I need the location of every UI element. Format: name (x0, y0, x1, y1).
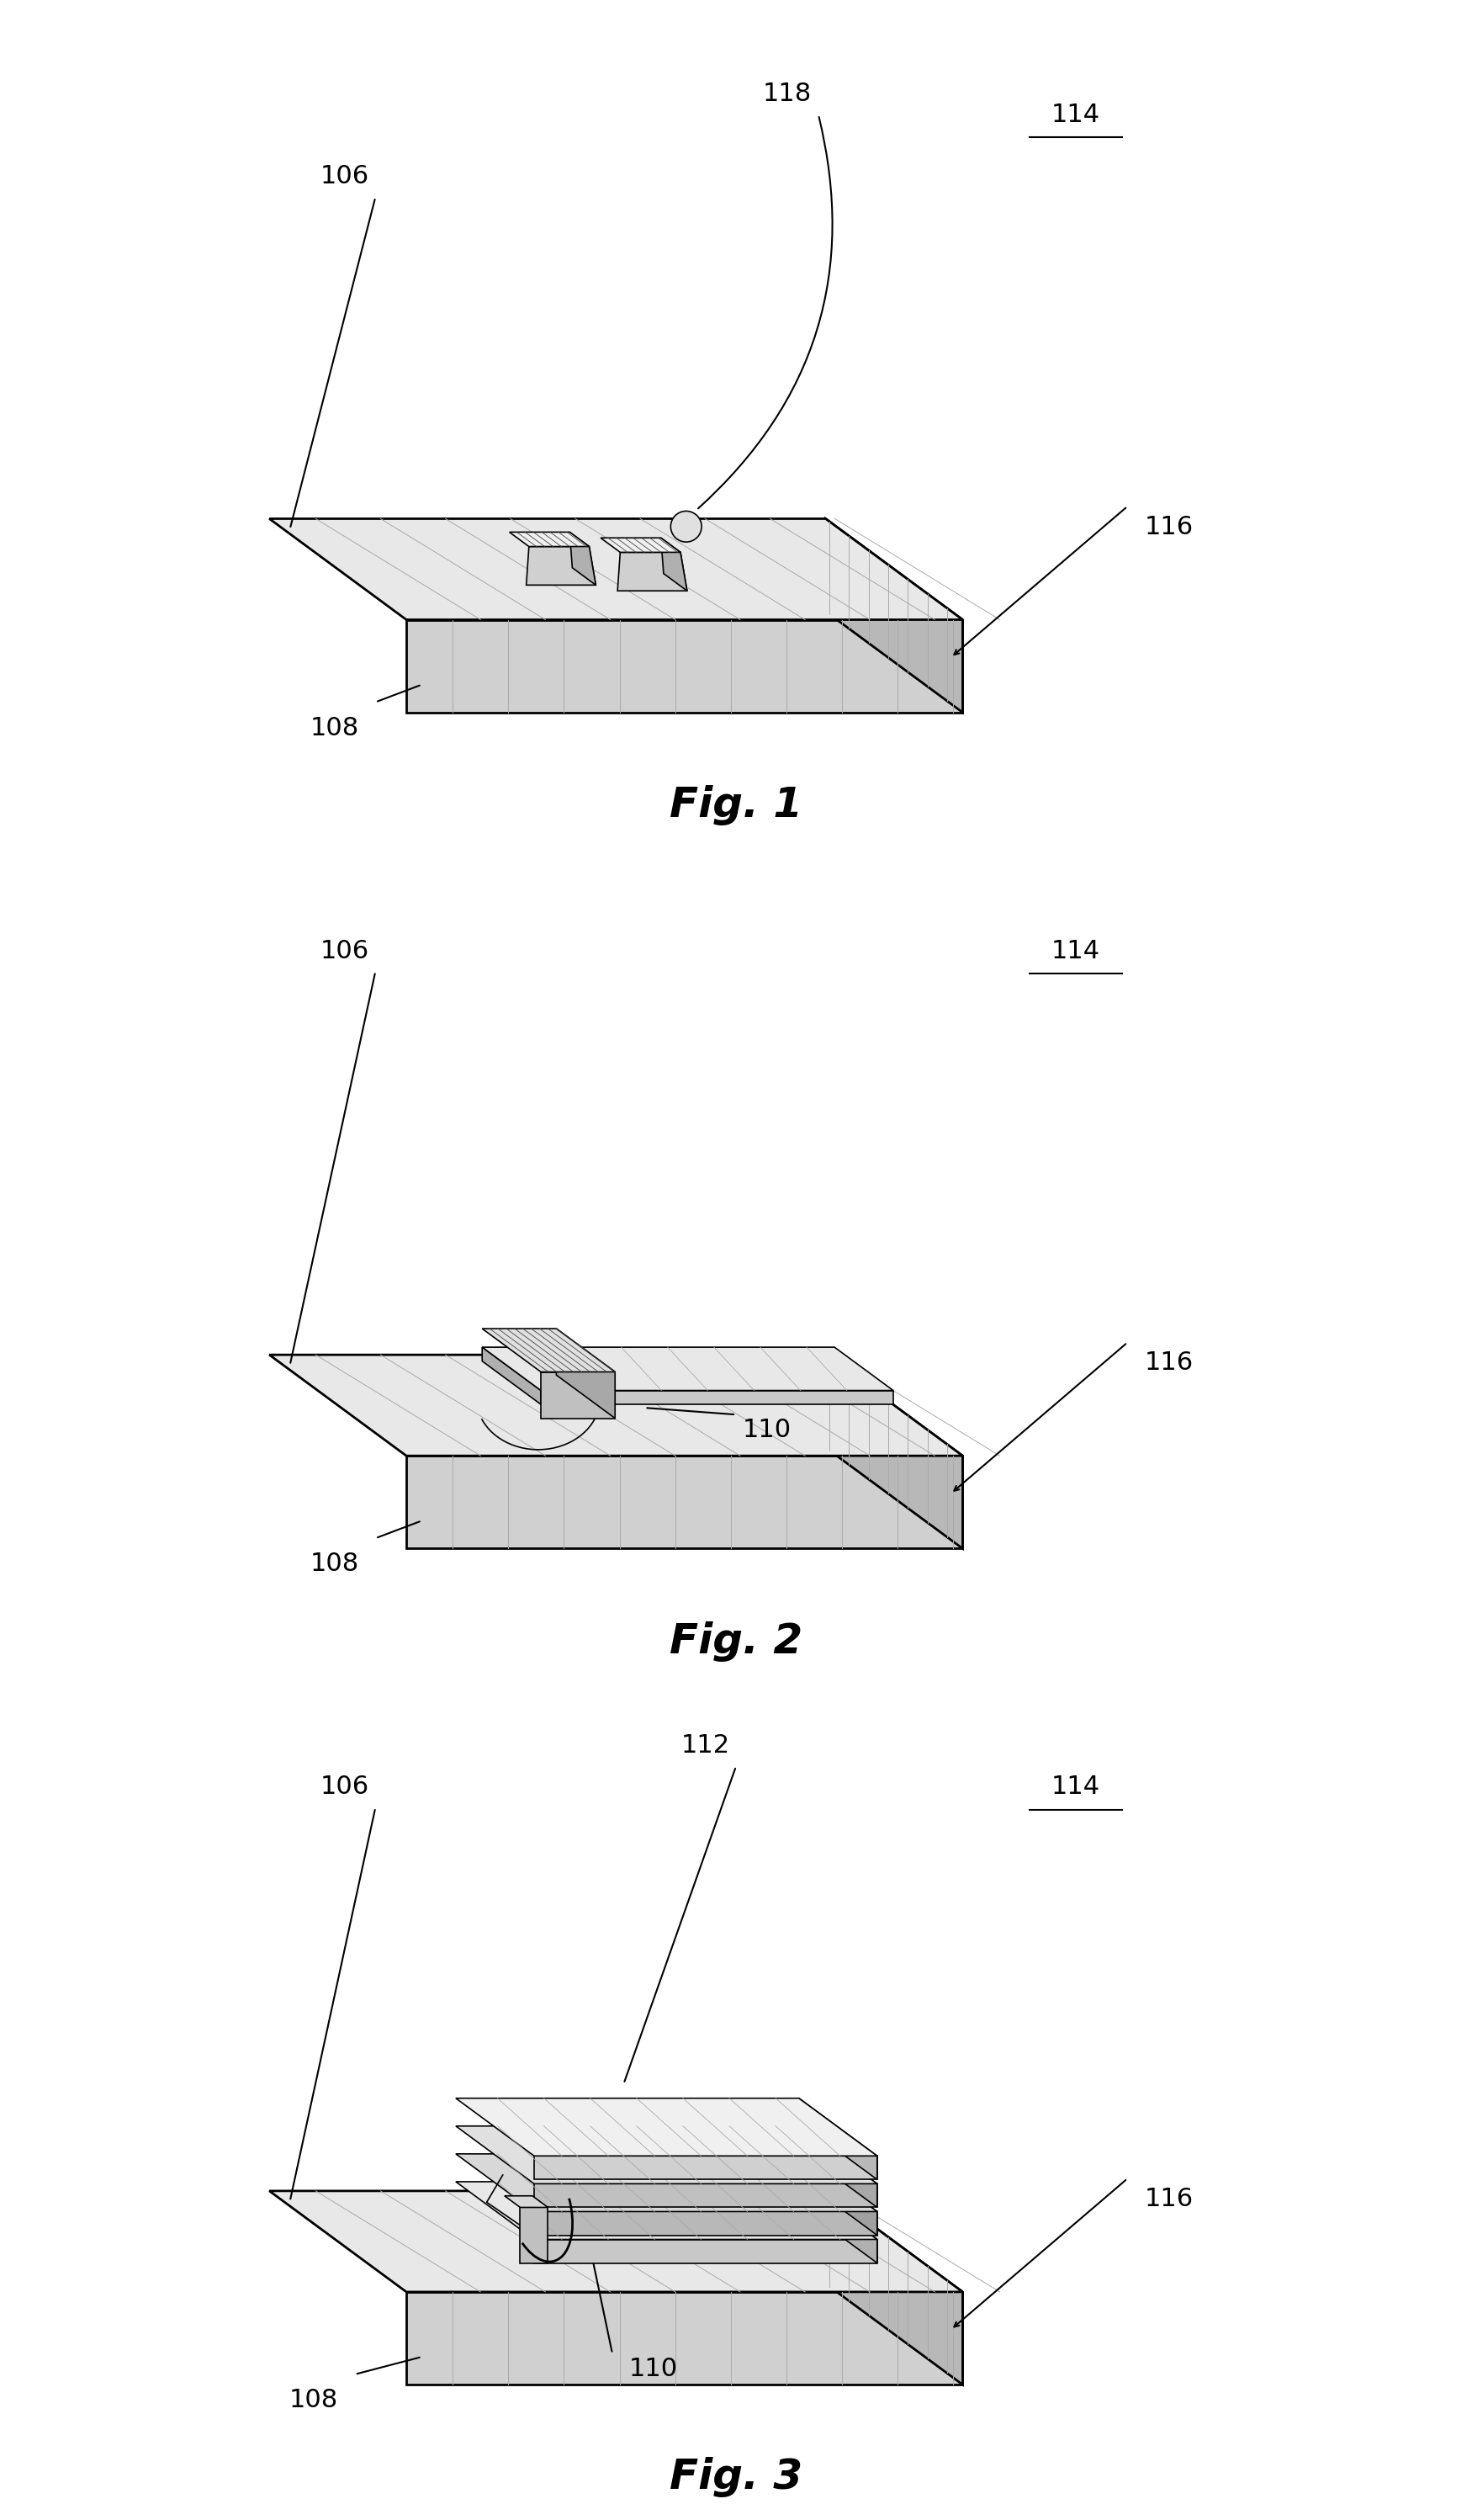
Text: 108: 108 (289, 2389, 339, 2412)
Polygon shape (505, 2195, 548, 2208)
Polygon shape (483, 1348, 540, 1404)
Text: 116: 116 (1144, 1351, 1194, 1376)
Polygon shape (509, 532, 589, 547)
Polygon shape (826, 1356, 963, 1550)
Polygon shape (661, 537, 687, 590)
Polygon shape (799, 2099, 877, 2180)
Text: 118: 118 (762, 83, 813, 106)
Text: 116: 116 (1144, 514, 1194, 539)
Polygon shape (556, 1328, 615, 1419)
Polygon shape (406, 1457, 963, 1550)
Text: 106: 106 (319, 164, 369, 189)
Polygon shape (483, 1348, 894, 1391)
Polygon shape (618, 552, 687, 590)
Text: 114: 114 (1051, 937, 1101, 963)
Polygon shape (406, 620, 963, 713)
Text: 116: 116 (1144, 2187, 1194, 2213)
Text: 110: 110 (742, 1419, 792, 1441)
Text: Fig. 1: Fig. 1 (670, 786, 802, 827)
Text: 106: 106 (319, 937, 369, 963)
Text: 112: 112 (680, 1734, 730, 1759)
Polygon shape (826, 519, 963, 713)
Polygon shape (456, 2127, 877, 2185)
Polygon shape (570, 532, 596, 585)
Polygon shape (540, 1371, 615, 1419)
Circle shape (671, 512, 702, 542)
Polygon shape (534, 2185, 877, 2208)
Text: Fig. 3: Fig. 3 (670, 2457, 802, 2497)
Text: 110: 110 (629, 2356, 679, 2381)
Text: 114: 114 (1051, 1774, 1101, 1799)
Polygon shape (601, 537, 680, 552)
Polygon shape (269, 1356, 963, 1457)
Polygon shape (799, 2182, 877, 2263)
Polygon shape (534, 2213, 877, 2235)
Polygon shape (456, 2099, 877, 2157)
Text: 114: 114 (1051, 103, 1101, 126)
Polygon shape (799, 2127, 877, 2208)
Polygon shape (269, 2190, 963, 2291)
Polygon shape (534, 2240, 877, 2263)
Polygon shape (456, 2155, 877, 2213)
Polygon shape (799, 2155, 877, 2235)
Polygon shape (534, 2157, 877, 2180)
Polygon shape (456, 2182, 877, 2240)
Polygon shape (269, 519, 963, 620)
Polygon shape (520, 2208, 548, 2263)
Polygon shape (826, 2190, 963, 2384)
Polygon shape (483, 1328, 615, 1371)
Polygon shape (527, 547, 596, 585)
Polygon shape (540, 1391, 894, 1404)
Text: 108: 108 (309, 1552, 359, 1575)
Text: Fig. 2: Fig. 2 (670, 1620, 802, 1661)
Text: 108: 108 (309, 716, 359, 741)
Text: 106: 106 (319, 1774, 369, 1799)
Polygon shape (406, 2291, 963, 2384)
